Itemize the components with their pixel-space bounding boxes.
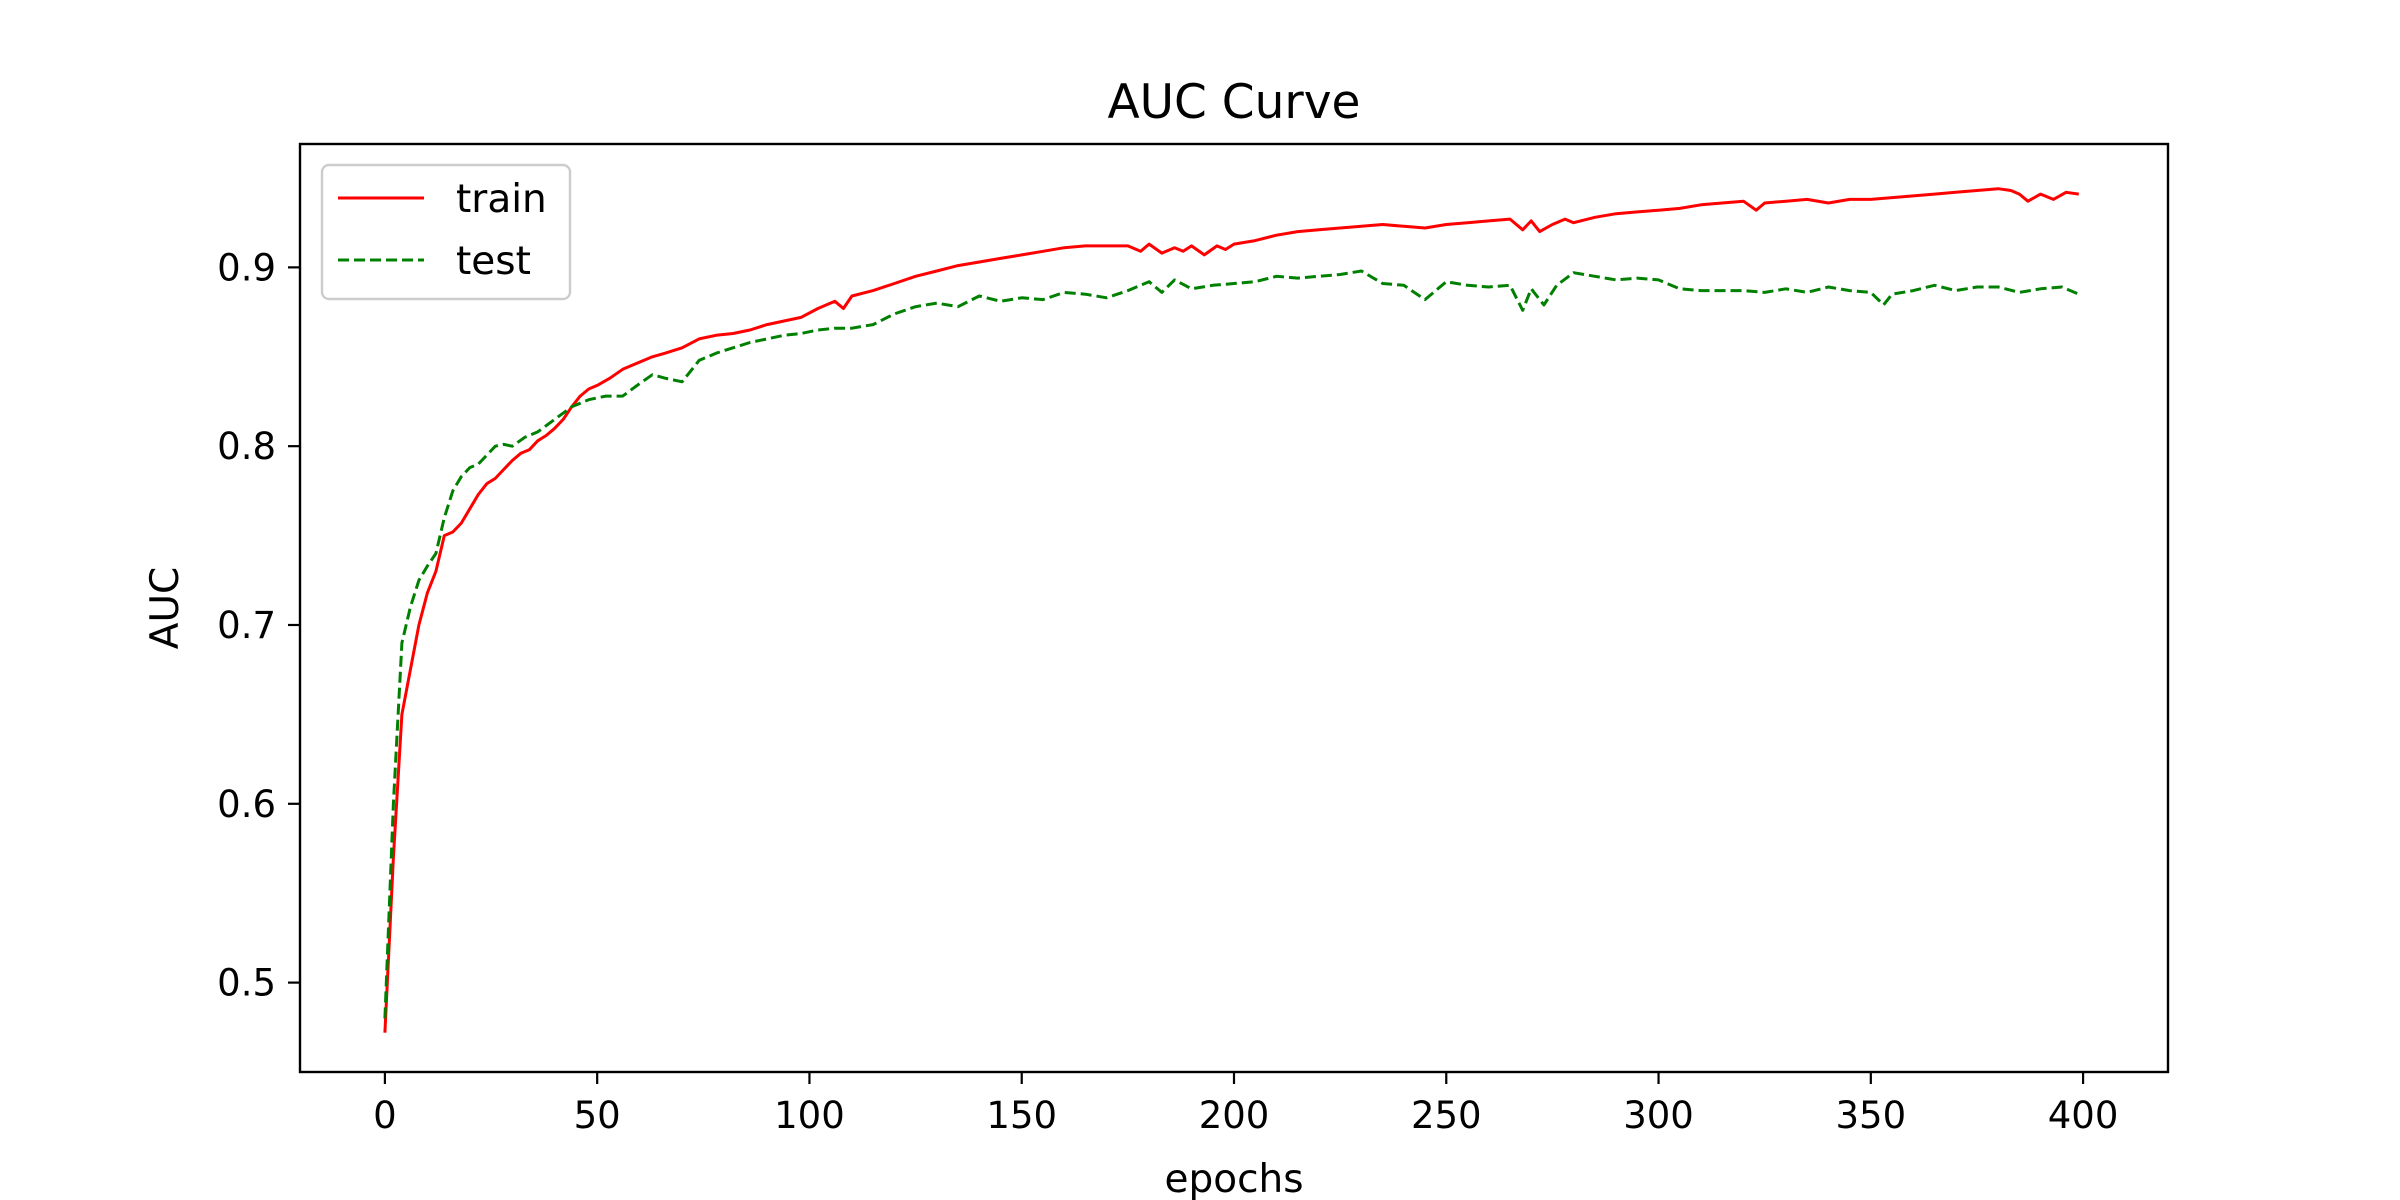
- y-tick-label: 0.9: [217, 246, 276, 289]
- y-tick-label: 0.5: [217, 962, 276, 1005]
- x-tick-label: 350: [1836, 1094, 1907, 1137]
- plot-frame: [298, 142, 2170, 1074]
- x-axis-label: epochs: [1164, 1157, 1303, 1200]
- y-tick-label: 0.7: [217, 604, 276, 647]
- plot-area: [298, 142, 2170, 1074]
- y-axis-label: AUC: [143, 567, 188, 649]
- legend: train test: [320, 163, 572, 301]
- y-axis-ticks: 0.5 0.6 0.7 0.8 0.9: [217, 246, 300, 1005]
- x-tick-label: 100: [774, 1094, 845, 1137]
- legend-label-train: train: [456, 177, 547, 222]
- x-tick-label: 150: [986, 1094, 1057, 1137]
- legend-label-test: test: [456, 239, 531, 284]
- x-tick-label: 250: [1411, 1094, 1482, 1137]
- x-tick-label: 200: [1199, 1094, 1270, 1137]
- series-line-train: [383, 187, 2080, 1033]
- series-group: [383, 187, 2080, 1033]
- y-tick-label: 0.8: [217, 425, 276, 468]
- y-tick-label: 0.6: [217, 783, 276, 826]
- x-axis-ticks: 0 50 100 150 200 250 300 350 400: [373, 1072, 2118, 1137]
- x-tick-label: 50: [574, 1094, 621, 1137]
- series-line-test: [383, 269, 2080, 1019]
- x-tick-label: 300: [1623, 1094, 1694, 1137]
- x-tick-label: 0: [373, 1094, 397, 1137]
- x-tick-label: 400: [2048, 1094, 2119, 1137]
- chart-title: AUC Curve: [1108, 75, 1361, 130]
